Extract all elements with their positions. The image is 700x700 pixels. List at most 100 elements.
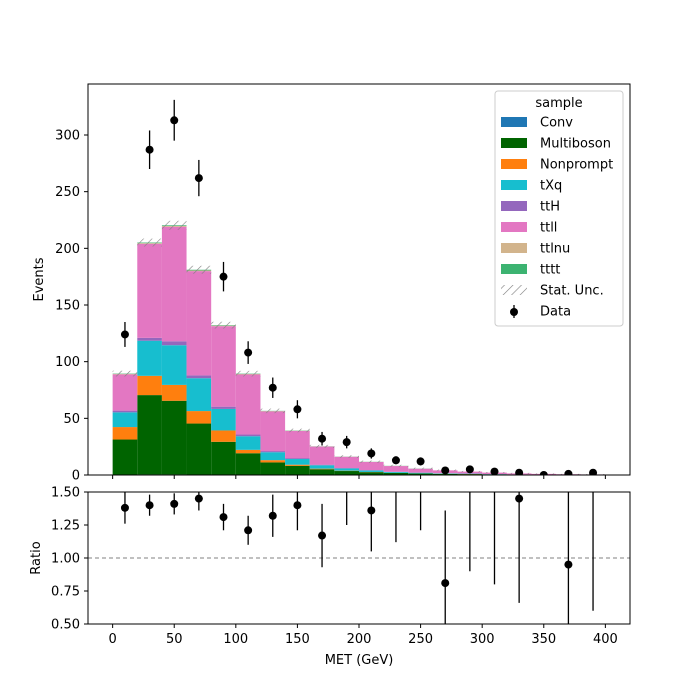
bar-multiboson [260,462,286,475]
bar-tth [211,406,236,409]
legend-swatch [501,180,527,190]
ratio-y-tick-label: 0.50 [51,618,80,633]
stat-unc-band-segment [408,467,433,470]
data-point [268,383,277,392]
bar-tth [235,434,261,437]
bar-multiboson [383,472,409,475]
bar-multiboson [285,465,310,475]
stat-unc-band-segment [359,460,384,463]
bar-multiboson [334,471,359,475]
bar-multiboson [161,400,187,475]
stat-unc-band-segment [334,455,359,458]
bar-txq [408,472,433,474]
data-point [244,348,253,357]
ratio-y-axis-label: Ratio [29,541,44,574]
stat-unc-band-segment [285,428,310,433]
x-tick-label: 350 [531,632,556,647]
bar-ttll [285,430,310,459]
data-point [391,456,400,465]
data-point [416,457,425,466]
bar-txq [359,470,384,472]
ratio-point [244,526,253,535]
bar-multiboson [235,453,261,475]
bar-tth [309,464,335,466]
bar-nonprompt [161,384,187,401]
x-tick-label: 300 [470,632,495,647]
data-points [120,99,598,475]
legend-label: Nonprompt [540,158,613,173]
main-y-axis: 0 50 100 150 200 250 300 [55,129,88,484]
bar-multiboson [137,395,162,475]
data-point [539,471,548,475]
y-tick-label: 0 [72,469,80,484]
bar-multiboson [359,472,384,475]
ratio-point [564,560,573,569]
legend-title: sample [535,96,582,111]
legend-label: Multiboson [540,137,611,152]
y-tick-label: 100 [55,355,80,370]
bar-multiboson [112,439,138,475]
bar-ttll [161,226,187,342]
bar-tth [285,458,310,460]
bar-tth [137,337,162,341]
x-tick-label: 200 [347,632,372,647]
bar-multiboson [309,469,335,475]
bar-nonprompt [235,449,261,454]
ratio-point [392,481,400,489]
legend-swatch [501,201,527,211]
bar-ttll [408,468,433,473]
bar-tth [260,451,286,453]
legend-label: tXq [540,179,562,194]
stacked-histogram [112,225,606,475]
ratio-points [120,481,594,624]
stat-unc-band-segment [260,408,286,414]
bar-multiboson [186,423,212,475]
bar-nonprompt [137,375,162,396]
ratio-point [170,499,179,508]
bar-nonprompt [186,411,212,424]
data-point [293,405,302,414]
main-x-axis [112,475,606,479]
bar-ttll [137,243,162,338]
x-tick-label: 0 [108,632,116,647]
bar-txq [137,340,162,376]
legend-swatch [501,117,527,127]
y-tick-label: 200 [55,242,80,257]
bar-nonprompt [309,468,335,470]
legend-swatch [501,264,527,274]
bar-ttll [235,374,261,435]
bar-ttll [211,326,236,407]
y-tick-label: 300 [55,129,80,144]
bar-nonprompt [112,427,138,440]
legend-swatch [501,243,527,253]
ratio-plot-frame [87,491,631,625]
data-point [342,438,351,447]
ratio-y-tick-label: 1.00 [51,552,80,567]
data-point [367,449,376,458]
ratio-point [120,503,129,512]
bar-txq [112,412,138,428]
ratio-y-tick-label: 1.25 [51,519,80,534]
legend-label: Conv [540,116,573,131]
main-y-axis-label: Events [32,257,47,301]
ratio-plot-panel: 0.50 0.75 1.00 1.25 1.50 0 50 100 150 200 250 300 3… [29,481,631,668]
bar-ttll [260,411,286,452]
bar-tth [186,375,212,379]
bar-txq [161,345,187,385]
data-point [441,466,450,475]
ratio-point [367,506,376,515]
legend-data-marker [510,308,518,316]
legend-swatch [501,159,527,169]
ratio-y-axis: 0.50 0.75 1.00 1.25 1.50 [51,486,88,633]
bar-txq [211,408,236,431]
stat-unc-band-segment [235,370,261,377]
bar-multiboson [211,441,236,475]
bar-ttll [186,271,212,376]
bar-nonprompt [260,460,286,463]
bar-ttll [383,466,409,472]
stat-unc-band-segment [309,444,335,448]
ratio-point [441,579,450,588]
x-tick-label: 250 [408,632,433,647]
x-tick-label: 400 [593,632,618,647]
